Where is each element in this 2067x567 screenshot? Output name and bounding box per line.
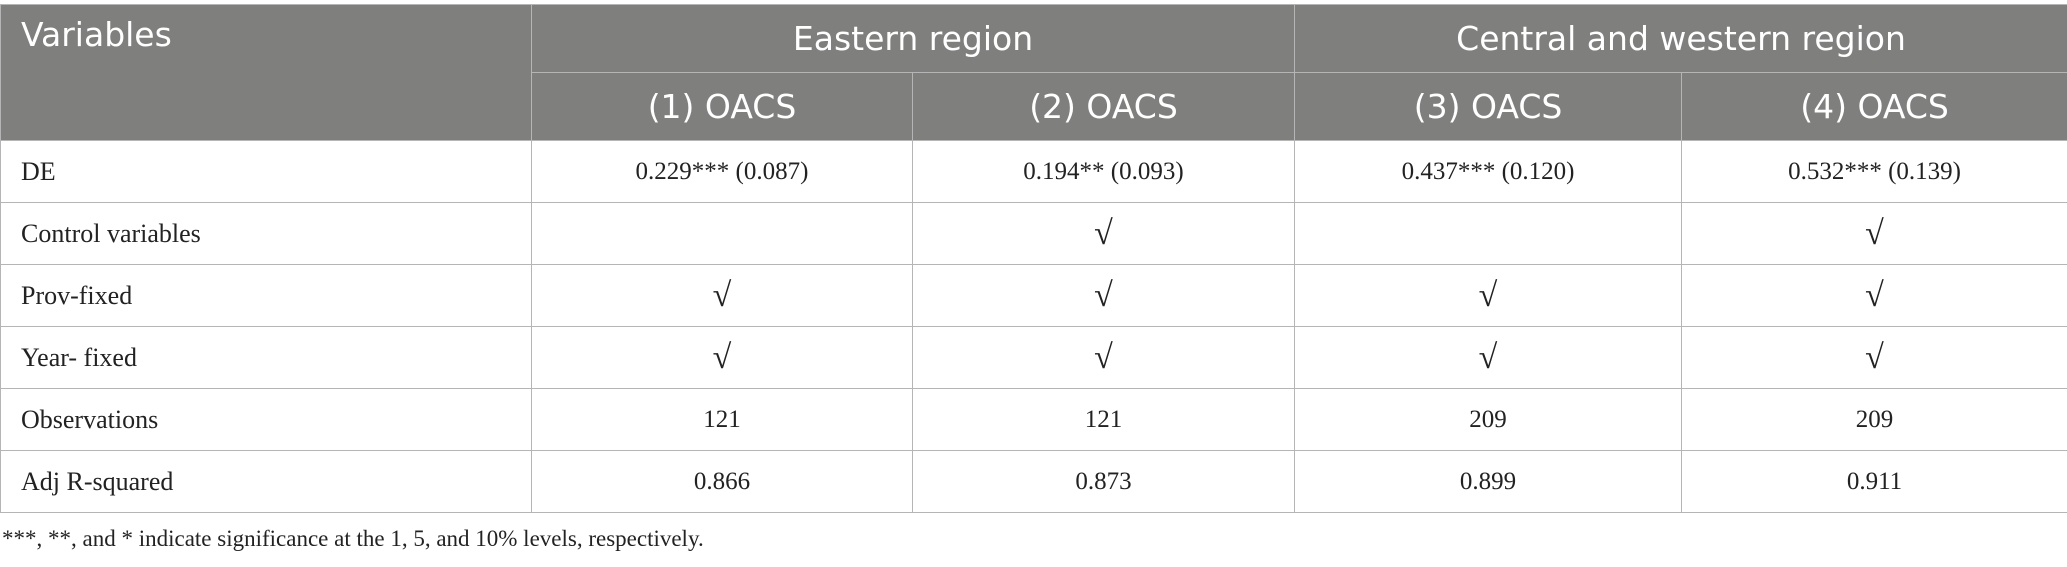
column-header: (3) OACS — [1294, 72, 1683, 141]
row-label: Prov-fixed — [0, 264, 532, 327]
footnote: ***, **, and * indicate significance at … — [2, 526, 704, 551]
table-row: Year- fixed √ √ √ √ — [0, 326, 2067, 389]
column-header: (2) OACS — [911, 72, 1296, 141]
table-cell: 209 — [1681, 388, 2067, 451]
group-header: Eastern region — [530, 4, 1296, 73]
row-label: Adj R-squared — [0, 450, 532, 513]
column-header: (4) OACS — [1681, 72, 2067, 141]
header-row: Variables Eastern region Central and wes… — [0, 4, 2067, 141]
table-cell: √ — [911, 202, 1296, 265]
table-cell: √ — [911, 326, 1296, 389]
table-cell: 121 — [531, 388, 913, 451]
table-cell: √ — [531, 326, 913, 389]
column-header: (1) OACS — [531, 72, 913, 141]
row-label: Observations — [0, 388, 532, 451]
table-row: Prov-fixed √ √ √ √ — [0, 264, 2067, 327]
table-row: Adj R-squared 0.866 0.873 0.899 0.911 — [0, 450, 2067, 513]
table-cell: √ — [1294, 326, 1683, 389]
results-table: Variables Eastern region Central and wes… — [0, 4, 2067, 513]
table-cell — [531, 202, 913, 265]
table-cell: 209 — [1294, 388, 1683, 451]
row-label: Control variables — [0, 202, 532, 265]
table-header: Variables Eastern region Central and wes… — [0, 4, 2067, 141]
table-cell: 0.866 — [531, 450, 913, 513]
table-cell: 121 — [911, 388, 1296, 451]
table-cell: 0.873 — [911, 450, 1296, 513]
table-row: DE 0.229*** (0.087) 0.194** (0.093) 0.437**… — [0, 140, 2067, 203]
table-cell: 0.532*** (0.139) — [1681, 140, 2067, 203]
table-cell: 0.229*** (0.087) — [531, 140, 913, 203]
table-body: DE 0.229*** (0.087) 0.194** (0.093) 0.437**… — [0, 140, 2067, 513]
table-cell — [1294, 202, 1683, 265]
row-label: Year- fixed — [0, 326, 532, 389]
table-cell: √ — [911, 264, 1296, 327]
table-row: Observations 121 121 209 209 — [0, 388, 2067, 451]
group-header: Central and western region — [1294, 4, 2067, 73]
table-cell: √ — [1681, 264, 2067, 327]
table-cell: 0.194** (0.093) — [911, 140, 1296, 203]
table-cell: 0.899 — [1294, 450, 1683, 513]
row-label: DE — [0, 140, 532, 203]
table-cell: √ — [531, 264, 913, 327]
table-row: Control variables √ √ — [0, 202, 2067, 265]
table-cell: 0.911 — [1681, 450, 2067, 513]
table-cell: 0.437*** (0.120) — [1294, 140, 1683, 203]
header-row: (1) OACS (2) OACS (3) OACS (4) OACS — [1, 72, 2067, 141]
table-cell: √ — [1681, 326, 2067, 389]
header-title: Variables — [0, 4, 532, 141]
table-cell: √ — [1294, 264, 1683, 327]
table-cell: √ — [1681, 202, 2067, 265]
